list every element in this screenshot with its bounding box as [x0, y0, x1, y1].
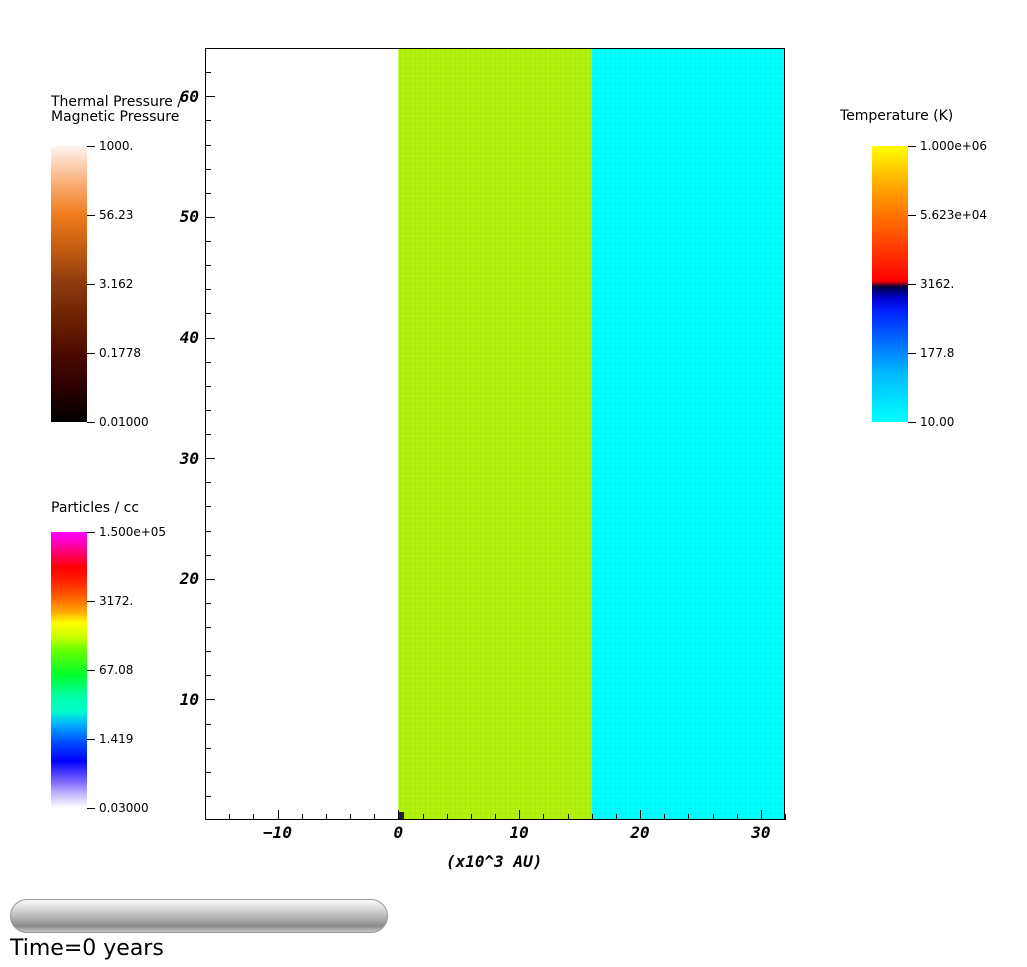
y-tick-label: 30: [179, 448, 199, 468]
temperature-colorbar-label: 1.000e+06: [920, 139, 988, 153]
density-colorbar-tick: [87, 739, 95, 740]
pressure-colorbar-title-line1: Thermal Pressure /: [51, 94, 183, 110]
density-colorbar-label: 1.500e+05: [99, 525, 167, 539]
x-tick-label: 20: [630, 823, 650, 842]
temperature-colorbar-tick: [908, 146, 916, 147]
density-colorbar-tick: [87, 808, 95, 809]
time-slider[interactable]: [10, 899, 388, 933]
pressure-colorbar-label: 1000.: [99, 139, 134, 153]
density-colorbar-label: 1.419: [99, 732, 134, 746]
plot-canvas: [205, 48, 786, 820]
y-tick-label: 60: [179, 86, 199, 106]
x-tick-label: 30: [751, 823, 771, 842]
temperature-colorbar-tick: [908, 422, 916, 423]
density-colorbar-title: Particles / cc: [51, 500, 140, 516]
x-tick-label: −10: [263, 823, 292, 842]
y-tick-label: 40: [179, 328, 199, 347]
y-tick-label: 20: [179, 569, 199, 589]
pressure-colorbar-tick: [87, 284, 95, 285]
density-colorbar-label: 67.08: [99, 663, 134, 677]
temperature-colorbar-label: 177.8: [920, 346, 955, 360]
temperature-colorbar-tick: [908, 215, 916, 216]
origin-marker: [398, 812, 404, 820]
temperature-colorbar-label: 5.623e+04: [920, 208, 988, 222]
x-axis-title: (x10^3 AU): [446, 852, 543, 871]
temperature-colorbar-label: 10.00: [920, 415, 955, 429]
pressure-colorbar-label: 0.1778: [99, 346, 141, 360]
temperature-colorbar: [872, 146, 908, 422]
density-colorbar-label: 3172.: [99, 594, 134, 608]
density-colorbar-tick: [87, 670, 95, 671]
density-colorbar-label: 0.03000: [99, 801, 149, 815]
y-tick-label: 50: [179, 207, 199, 227]
temperature-colorbar-tick: [908, 353, 916, 354]
plot-area: [205, 48, 786, 820]
pressure-colorbar-label: 0.01000: [99, 415, 149, 429]
pressure-colorbar-tick: [87, 215, 95, 216]
pressure-colorbar-title-line2: Magnetic Pressure: [51, 109, 180, 125]
pressure-colorbar-tick: [87, 422, 95, 423]
pressure-colorbar-label: 3.162: [99, 277, 134, 291]
y-tick-label: 10: [179, 689, 199, 709]
density-colorbar: [51, 532, 87, 808]
time-label: Time=0 years: [10, 936, 164, 961]
pressure-colorbar-tick: [87, 353, 95, 354]
mesh-grid: [399, 48, 785, 820]
density-colorbar-tick: [87, 601, 95, 602]
temperature-colorbar-title: Temperature (K): [840, 108, 954, 124]
pressure-colorbar: [51, 146, 87, 422]
density-colorbar-tick: [87, 532, 95, 533]
temperature-colorbar-tick: [908, 284, 916, 285]
x-tick-label: 0: [393, 823, 404, 842]
temperature-colorbar-label: 3162.: [920, 277, 955, 291]
pressure-colorbar-label: 56.23: [99, 208, 134, 222]
region-0: [205, 48, 399, 820]
pressure-colorbar-tick: [87, 146, 95, 147]
x-tick-label: 10: [509, 823, 529, 842]
